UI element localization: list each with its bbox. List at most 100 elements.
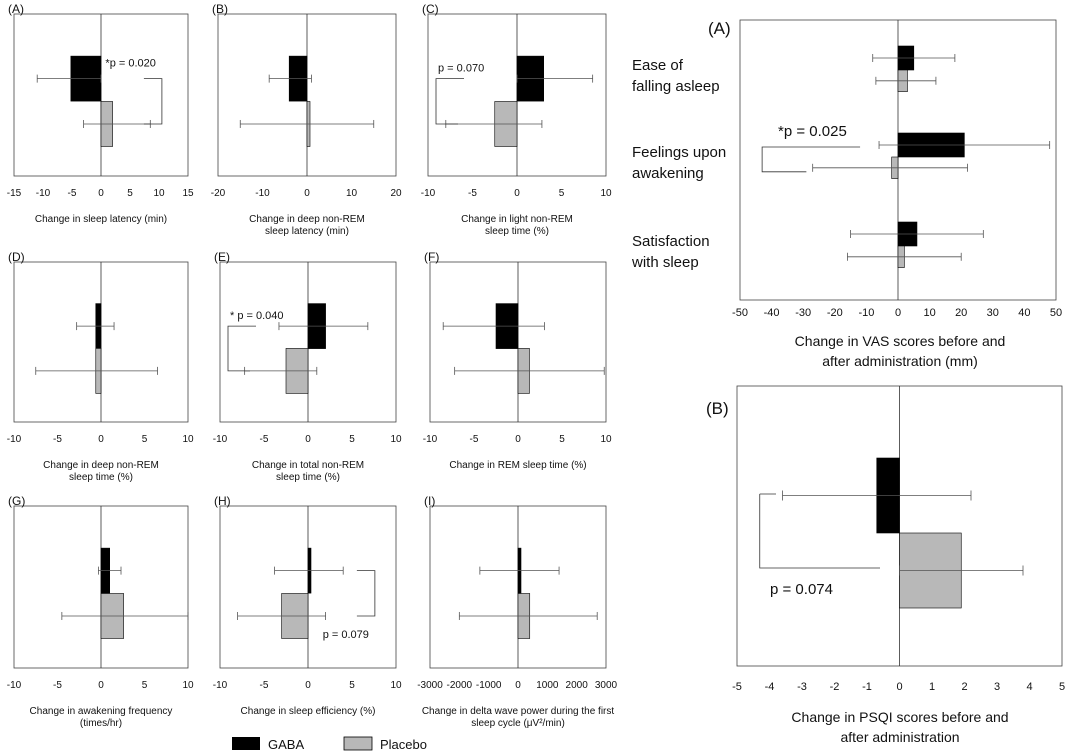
x-tick-label: -30: [795, 307, 811, 319]
p-value-annotation: p = 0.070: [438, 63, 484, 75]
x-tick-label: 0: [896, 681, 902, 693]
x-tick-label: 0: [98, 434, 104, 445]
x-tick-label: 5: [142, 680, 148, 691]
x-tick-label: 10: [346, 188, 358, 199]
x-axis-label: after administration (mm): [822, 353, 978, 369]
x-tick-label: -5: [468, 188, 477, 199]
category-label: awakening: [632, 165, 704, 182]
x-tick-label: -5: [470, 434, 479, 445]
x-tick-label: 0: [514, 188, 520, 199]
x-tick-label: 2: [961, 681, 967, 693]
x-tick-label: -10: [213, 434, 228, 445]
x-axis-label: Change in delta wave power during the fi…: [422, 706, 615, 717]
panel-pA: (A) -15 -10 -5 0 5 10 15 Change in sleep latency…: [7, 2, 194, 225]
x-tick-label: -10: [213, 680, 228, 691]
x-tick-label: 5: [559, 434, 565, 445]
x-axis-label: Change in VAS scores before and: [795, 333, 1006, 349]
x-tick-label: 3000: [595, 680, 618, 691]
x-tick-label: 0: [895, 307, 901, 319]
x-tick-label: 30: [987, 307, 999, 319]
panel-pI: (I) -3000 -2000 -1000 0 1000 2000 3000 Change in…: [417, 494, 617, 729]
panel-label: (A): [8, 2, 24, 16]
p-value-annotation: *p = 0.025: [778, 123, 847, 140]
x-tick-label: 5: [349, 680, 355, 691]
panel-label: (B): [706, 399, 729, 418]
x-tick-label: 5: [559, 188, 565, 199]
category-label: falling asleep: [632, 78, 720, 95]
x-tick-label: 10: [600, 434, 612, 445]
panel-pF: (F) -10 -5 0 5 10 Change in REM sleep time (%): [423, 250, 612, 471]
legend: GABA Placebo: [232, 736, 427, 752]
panel-pD: (D) -10 -5 0 5 10 Change in deep non-REMsleep …: [7, 250, 194, 483]
x-axis-label: Change in light non-REM: [461, 214, 573, 225]
x-tick-label: 0: [98, 680, 104, 691]
x-axis-label: sleep latency (min): [265, 226, 349, 237]
x-tick-label: -15: [7, 188, 22, 199]
category-label: Satisfaction: [632, 233, 710, 250]
legend-swatch-gaba: [232, 737, 260, 750]
x-tick-label: 2000: [566, 680, 589, 691]
significance-bracket: [761, 146, 861, 173]
legend-label-placebo: Placebo: [380, 737, 427, 752]
x-tick-label: 10: [600, 188, 612, 199]
x-tick-label: 0: [305, 434, 311, 445]
panel-label: (D): [8, 250, 25, 264]
x-tick-label: 10: [390, 680, 402, 691]
x-tick-label: 10: [182, 680, 194, 691]
x-tick-label: -5: [732, 681, 742, 693]
x-tick-label: -20: [211, 188, 226, 199]
x-tick-label: 10: [923, 307, 935, 319]
x-tick-label: 20: [390, 188, 402, 199]
x-tick-label: 15: [182, 188, 194, 199]
x-tick-label: -3000: [417, 680, 443, 691]
x-tick-label: -2: [830, 681, 840, 693]
x-axis-label: Change in deep non-REM: [249, 214, 365, 225]
x-tick-label: -20: [827, 307, 843, 319]
x-tick-label: -10: [421, 188, 436, 199]
x-tick-label: 0: [305, 680, 311, 691]
x-tick-label: -50: [732, 307, 748, 319]
legend-swatch-placebo: [343, 736, 373, 751]
panel-label: (F): [424, 250, 439, 264]
x-axis-label: sleep time (%): [276, 472, 340, 483]
legend-label-gaba: GABA: [268, 737, 304, 752]
panel-label: (B): [212, 2, 228, 16]
x-axis-label: Change in PSQI scores before and: [791, 709, 1008, 725]
x-axis-label: Change in sleep latency (min): [35, 214, 167, 225]
panel-pC: (C) -10 -5 0 5 10 Change in light non-REMsleep…: [421, 2, 612, 237]
x-tick-label: 40: [1018, 307, 1030, 319]
x-axis-label: sleep time (%): [485, 226, 549, 237]
x-tick-label: -3: [797, 681, 807, 693]
x-tick-label: 10: [182, 434, 194, 445]
panel-label: (H): [214, 494, 231, 508]
x-tick-label: -5: [260, 434, 269, 445]
x-axis-label: (times/hr): [80, 718, 122, 729]
x-axis-label: sleep cycle (μV²/min): [471, 718, 565, 729]
significance-bracket: [143, 78, 163, 125]
x-tick-label: -10: [423, 434, 438, 445]
x-tick-label: 5: [1059, 681, 1065, 693]
p-value-annotation: p = 0.074: [770, 581, 833, 598]
x-tick-label: -5: [68, 188, 77, 199]
significance-bracket: [356, 570, 376, 617]
x-tick-label: -5: [260, 680, 269, 691]
panel-label: (G): [8, 494, 25, 508]
x-axis-label: Change in total non-REM: [252, 460, 364, 471]
x-tick-label: -5: [53, 434, 62, 445]
x-tick-label: -10: [7, 434, 22, 445]
x-tick-label: -10: [858, 307, 874, 319]
x-tick-label: 3: [994, 681, 1000, 693]
category-label: with sleep: [631, 254, 699, 271]
x-tick-label: -40: [764, 307, 780, 319]
x-tick-label: 50: [1050, 307, 1062, 319]
x-tick-label: -2000: [447, 680, 473, 691]
x-tick-label: -10: [36, 188, 51, 199]
panel-label: (I): [424, 494, 435, 508]
x-tick-label: -10: [255, 188, 270, 199]
panel-pH: (H) -10 -5 0 5 10 Change in sleep efficiency (…: [213, 494, 402, 717]
significance-bracket: [759, 493, 880, 569]
panel-label: (E): [214, 250, 230, 264]
x-tick-label: 0: [304, 188, 310, 199]
panel-psqi: (B) p = 0.074 -5 -4 -3 -2 -1 0 1 2 3 4 5 Change in PS…: [706, 385, 1065, 745]
x-tick-label: 5: [127, 188, 133, 199]
